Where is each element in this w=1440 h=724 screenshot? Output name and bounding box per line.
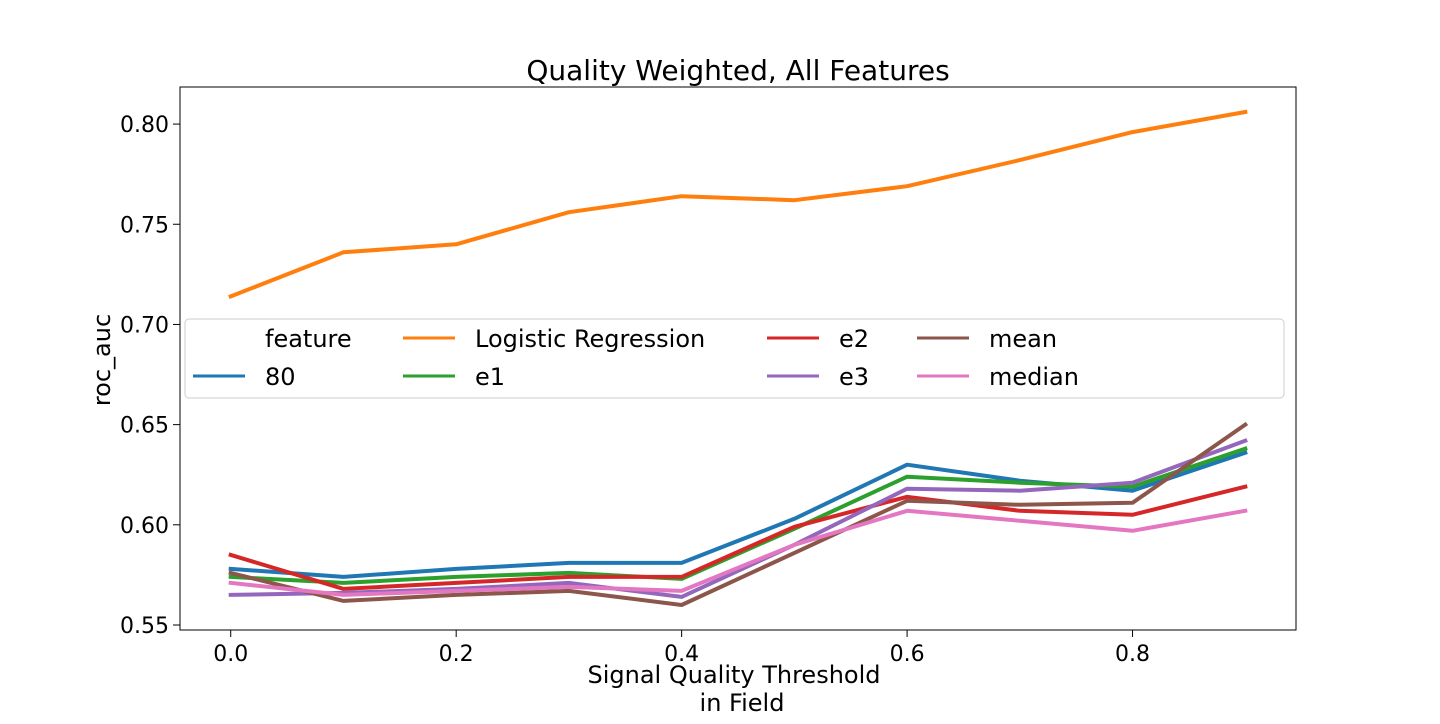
y-tick-label: 0.65 — [120, 414, 169, 439]
legend-label-e1: e1 — [475, 363, 505, 391]
legend-title: feature — [265, 325, 352, 353]
y-tick-label: 0.80 — [120, 113, 169, 138]
x-tick-label: 0.6 — [890, 642, 925, 667]
x-tick-label: 0.2 — [439, 642, 474, 667]
series-layer — [228, 109, 1249, 607]
plot-frame — [179, 86, 1297, 631]
x-tick-label: 0.0 — [213, 642, 248, 667]
x-axis-ticks: 0.0 0.2 0.4 0.6 0.8 — [213, 630, 1150, 667]
y-tick-label: 0.70 — [120, 313, 169, 338]
legend-label-median: median — [989, 363, 1079, 391]
y-tick-label: 0.75 — [120, 213, 169, 238]
chart-title: Quality Weighted, All Features — [526, 54, 949, 87]
series-line-mean — [228, 421, 1249, 607]
series-line-e1 — [228, 446, 1248, 585]
y-tick-label: 0.60 — [120, 514, 169, 539]
legend-label-mean: mean — [989, 325, 1057, 353]
y-axis-label: roc_auc — [88, 314, 116, 406]
series-line-logistic-regression — [228, 109, 1248, 299]
x-tick-label: 0.4 — [664, 642, 699, 667]
legend-label-e2: e2 — [839, 325, 869, 353]
y-tick-label: 0.55 — [120, 614, 169, 639]
legend-label-80: 80 — [265, 363, 296, 391]
legend-label-e3: e3 — [839, 363, 869, 391]
legend-box — [184, 318, 1285, 399]
y-axis-ticks: 0.55 0.60 0.65 0.70 0.75 0.80 — [120, 113, 180, 639]
x-tick-label: 0.8 — [1115, 642, 1150, 667]
series-line-e2 — [228, 484, 1248, 591]
legend: feature 80 Logistic Regression e1 e2 e3 mean me… — [184, 318, 1285, 399]
x-axis-label-line-2: in Field — [700, 689, 785, 717]
x-axis-label-line-1: Signal Quality Threshold — [587, 661, 880, 689]
series-line-median — [228, 508, 1248, 597]
legend-label-logistic-regression: Logistic Regression — [475, 325, 705, 353]
